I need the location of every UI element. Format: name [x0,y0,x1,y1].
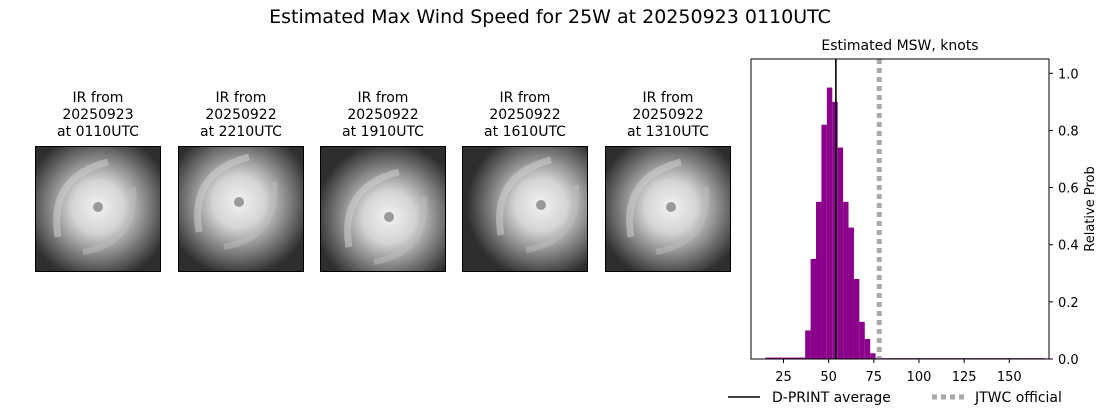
ir-satellite-image [462,146,588,272]
ir-satellite-image [605,146,731,272]
chart-title: Estimated MSW, knots [821,38,978,54]
x-tick-label: 75 [866,370,883,385]
histogram-bar [810,259,817,359]
histogram-bar [821,124,827,359]
histogram-bar [816,201,822,359]
ir-panel-title: IR from 20250922 at 1310UTC [627,90,709,140]
histogram-bar [805,330,811,359]
histogram-bar [875,358,1046,359]
histogram-bar [870,353,876,359]
y-tick-label: 0.8 [1058,124,1079,139]
y-tick-label: 0.4 [1058,239,1079,254]
histogram-bar [837,147,844,359]
histogram-bar [826,87,833,360]
figure-title: Estimated Max Wind Speed for 25W at 2025… [269,6,831,28]
histogram-bar [843,201,849,359]
plot-frame [750,58,1050,360]
x-tick-label: 100 [907,370,932,385]
y-axis-label: Relative Prob [1083,166,1098,251]
ir-panel-title: IR from 20250922 at 1610UTC [484,90,566,140]
y-tick-label: 0.0 [1058,353,1079,368]
y-tick-label: 0.2 [1058,296,1079,311]
x-tick-label: 125 [952,370,977,385]
x-tick-label: 25 [775,370,792,385]
histogram-bar [848,227,854,359]
ir-panel-title: IR from 20250922 at 1910UTC [342,90,424,140]
histogram-bar [864,339,871,359]
y-tick-label: 1.0 [1058,67,1079,82]
ir-satellite-image [320,146,446,272]
histogram-bar [853,279,860,359]
legend-dprint-label: D-PRINT average [772,390,891,406]
histogram-bar [859,321,865,359]
histogram-bar [765,357,806,359]
histogram-bar [832,101,838,359]
x-tick-label: 50 [820,370,837,385]
x-tick-label: 150 [997,370,1022,385]
y-tick-label: 0.6 [1058,182,1079,197]
legend-jtwc-label: JTWC official [974,390,1062,406]
ir-panel-title: IR from 20250922 at 2210UTC [200,90,282,140]
ir-satellite-image [178,146,304,272]
ir-satellite-image [35,146,161,272]
ir-panel-title: IR from 20250923 at 0110UTC [57,90,139,140]
